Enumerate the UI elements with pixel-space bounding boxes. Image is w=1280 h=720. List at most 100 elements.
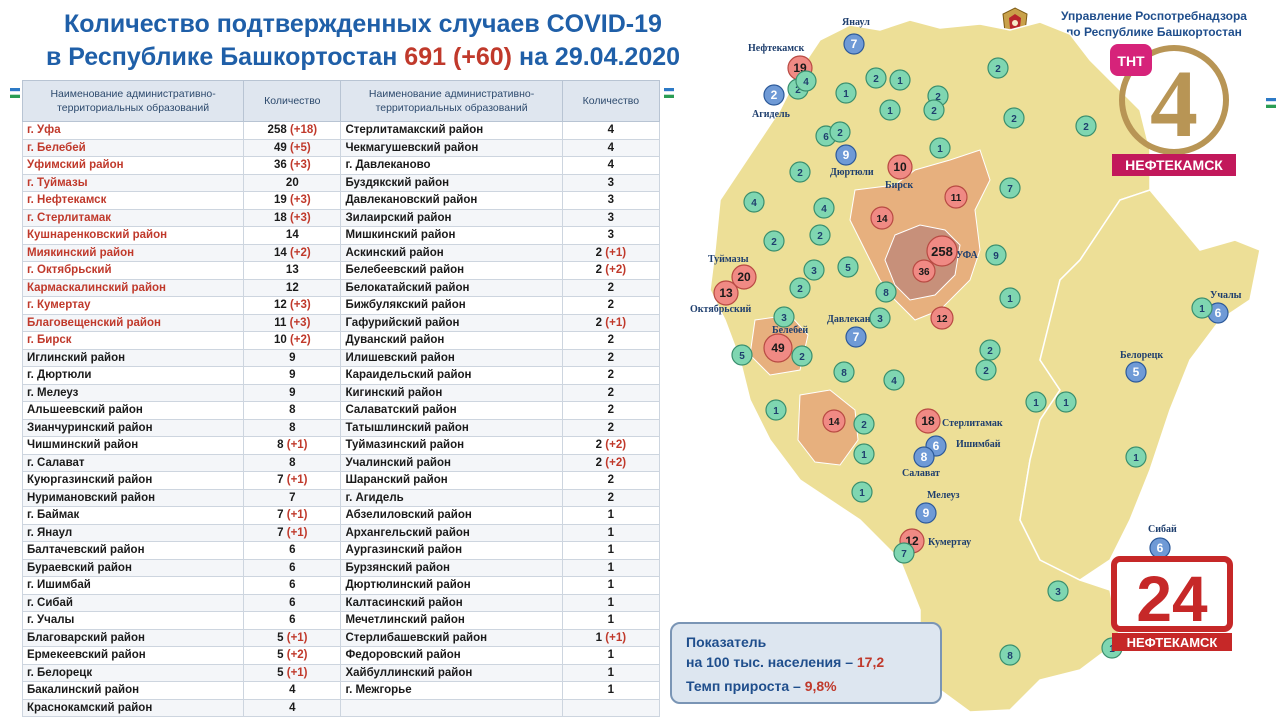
case-count: 2	[561, 296, 661, 315]
map-marker: 1	[851, 481, 873, 503]
table-row: Благовещенский район 11 (+3) Гафурийский р…	[21, 313, 661, 332]
city-label-birsk: Бирск	[885, 180, 913, 191]
district-name-text: Гафурийский район	[345, 316, 460, 329]
map-marker-circle	[865, 67, 887, 89]
map-marker-label: 6	[1215, 306, 1222, 320]
map-marker-label: 11	[951, 193, 962, 204]
case-count-value: 4	[607, 159, 615, 172]
map-marker-circle	[923, 99, 945, 121]
district-name-text: г. Учалы	[27, 614, 75, 627]
map-marker: 2	[1003, 107, 1025, 129]
case-count	[561, 698, 661, 717]
case-count-value: 3	[607, 211, 615, 224]
map-marker: 10	[887, 154, 913, 180]
map-marker: 3	[1047, 580, 1069, 602]
case-count: 9	[243, 348, 342, 367]
map-marker-circle	[926, 235, 958, 267]
case-increase: (+1)	[286, 526, 308, 539]
table-body: г. Уфа 258 (+18) Стерлитамакский район 4 г. …	[21, 121, 661, 717]
tv24-logo: 24 НЕФТЕКАМСК	[1111, 556, 1233, 651]
table-row: г. Дюртюли 9 Караидельский район 2	[21, 366, 661, 385]
map-marker-label: 3	[781, 313, 787, 324]
district-name: Мечетлинский район	[340, 611, 563, 630]
case-count: 2	[561, 488, 661, 507]
case-count: 5 (+1)	[243, 628, 342, 647]
district-name: г. Дюртюли	[21, 366, 245, 385]
map-marker: 4	[795, 70, 817, 92]
case-count-value: 1	[607, 614, 615, 627]
city-label-agidel: Агидель	[752, 109, 791, 120]
case-count: 4	[243, 698, 342, 717]
stats-per-100k-value: 17,2	[856, 654, 885, 670]
map-marker: 7	[845, 326, 867, 348]
tnt-city: НЕФТЕКАМСК	[1125, 157, 1223, 173]
map-marker-label: 2	[861, 420, 867, 431]
case-increase: (+2)	[286, 649, 308, 662]
map-marker-label: 2	[837, 128, 843, 139]
tnt-city-bar	[1112, 154, 1236, 176]
district-name: Абзелиловский район	[340, 506, 563, 525]
case-count: 1	[561, 663, 661, 682]
case-increase: (+1)	[286, 666, 308, 679]
bashkortostan-map: Нефтекамск Янаул Агидель Дюртюли Бирск У…	[690, 17, 1261, 713]
map-marker-label: 4	[821, 204, 827, 215]
district-name: Зианчуринский район	[21, 418, 245, 437]
map-marker: 7	[843, 33, 865, 55]
district-name: Куюргазинский район	[21, 471, 245, 490]
district-name-text: Мечетлинский район	[345, 614, 465, 627]
map-marker: 2	[865, 67, 887, 89]
map-marker: 1	[879, 99, 901, 121]
map-marker-circle	[987, 57, 1009, 79]
case-count: 2	[561, 331, 661, 350]
case-count-value: 49	[273, 141, 287, 154]
district-name: Кигинский район	[340, 383, 563, 402]
case-count-value: 20	[285, 176, 299, 189]
table-row: г. Бирск 10 (+2) Дуванский район 2	[21, 331, 661, 350]
case-count: 1 (+1)	[561, 628, 661, 647]
district-name-text: Дюртюлинский район	[345, 579, 471, 592]
map-marker-circle	[1125, 361, 1147, 383]
table-row: г. Белорецк 5 (+1) Хайбуллинский район 1	[21, 663, 661, 682]
case-count: 5 (+1)	[243, 663, 342, 682]
title-date: на 29.04.2020	[518, 43, 681, 71]
table-row: Ермекеевский район 5 (+2) Федоровский райо…	[21, 646, 661, 665]
map-marker: 2	[979, 339, 1001, 361]
case-count: 5 (+2)	[243, 646, 342, 665]
tv24-city: НЕФТЕКАМСК	[1127, 635, 1218, 650]
district-name: Балтачевский район	[21, 541, 245, 560]
case-increase: (+3)	[289, 299, 311, 312]
case-increase: (+2)	[289, 334, 311, 347]
title-line-2: в Республике Башкортостан 691 (+60) на 2…	[18, 41, 708, 74]
case-count-value: 18	[273, 211, 287, 224]
district-name: г. Стерлитамак	[21, 208, 245, 227]
case-count: 1	[561, 646, 661, 665]
case-count-value: 1	[607, 579, 615, 592]
title-region: в Республике Башкортостан	[45, 43, 398, 71]
stats-growth: Темп прироста – 9,8%	[686, 676, 926, 696]
district-name: г. Сибай	[21, 593, 245, 612]
city-label-uchaly: Учалы	[1210, 290, 1242, 301]
table-row: Куюргазинский район 7 (+1) Шаранский район…	[21, 471, 661, 490]
district-name-text: Чекмагушевский район	[345, 141, 479, 154]
case-increase: (+1)	[605, 631, 627, 644]
map-marker: 2	[789, 161, 811, 183]
case-count: 13	[243, 261, 342, 280]
case-count: 2 (+1)	[561, 313, 661, 332]
map-marker-label: 8	[883, 288, 889, 299]
map-marker-circle	[930, 306, 954, 330]
city-labels: Нефтекамск Янаул Агидель Дюртюли Бирск У…	[690, 17, 1242, 548]
map-marker: 2	[987, 57, 1009, 79]
case-count: 258 (+18)	[243, 121, 342, 140]
district-name-text: г. Бирск	[27, 334, 72, 347]
district-name: Альшеевский район	[21, 401, 245, 420]
map-marker-label: 2	[797, 168, 803, 179]
map-marker: 36	[912, 259, 936, 283]
table-row: Бураевский район 6 Бурзянский район 1	[21, 558, 661, 577]
case-count-value: 2	[607, 421, 615, 434]
case-count: 4	[561, 138, 661, 157]
case-count: 1	[561, 611, 661, 630]
district-name-text: г. Кумертау	[27, 299, 91, 312]
district-name: г. Туймазы	[21, 173, 245, 192]
district-name-text: Благоварский район	[27, 631, 145, 644]
district-name: Архангельский район	[340, 523, 563, 542]
